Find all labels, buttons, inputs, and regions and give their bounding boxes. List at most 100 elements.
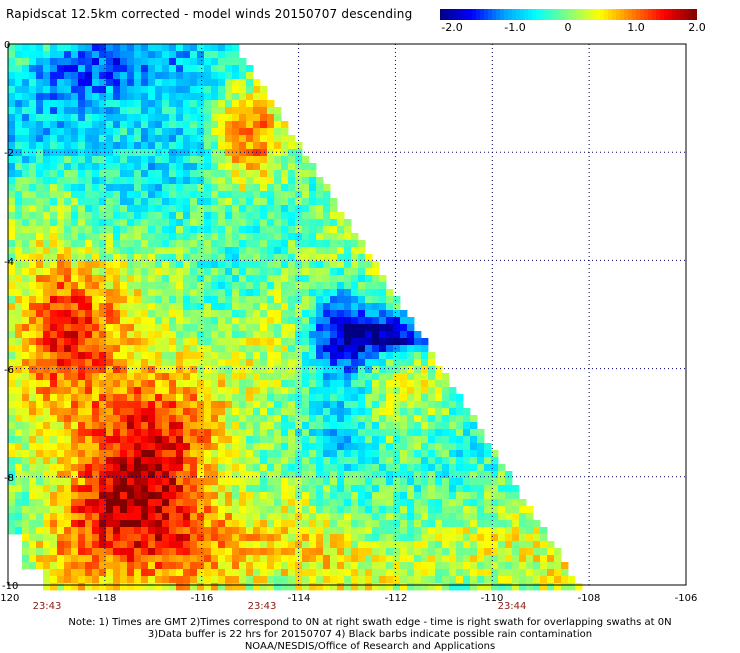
grid-cell <box>22 310 30 318</box>
grid-cell <box>498 478 506 486</box>
grid-cell <box>99 65 107 73</box>
grid-cell <box>414 394 422 402</box>
grid-cell <box>8 415 16 423</box>
grid-cell <box>239 450 247 458</box>
grid-cell <box>344 247 352 255</box>
grid-cell <box>64 415 72 423</box>
grid-cell <box>330 534 338 542</box>
grid-cell <box>197 282 205 290</box>
grid-cell <box>71 562 79 570</box>
grid-cell <box>211 401 219 409</box>
grid-cell <box>155 254 163 262</box>
grid-cell <box>302 212 310 220</box>
grid-cell <box>113 226 121 234</box>
grid-cell <box>344 429 352 437</box>
grid-cell <box>183 100 191 108</box>
grid-cell <box>330 401 338 409</box>
grid-cell <box>113 492 121 500</box>
grid-cell <box>386 555 394 563</box>
grid-cell <box>323 429 331 437</box>
grid-cell <box>57 359 65 367</box>
grid-cell <box>120 142 128 150</box>
grid-cell <box>400 366 408 374</box>
grid-cell <box>155 303 163 311</box>
grid-cell <box>204 93 212 101</box>
grid-cell <box>337 282 345 290</box>
grid-cell <box>246 261 254 269</box>
grid-cell <box>232 583 240 591</box>
grid-cell <box>414 457 422 465</box>
grid-cell <box>421 408 429 416</box>
grid-cell <box>561 576 569 584</box>
grid-cell <box>8 513 16 521</box>
grid-cell <box>127 359 135 367</box>
grid-cell <box>337 338 345 346</box>
grid-cell <box>330 492 338 500</box>
grid-cell <box>547 576 555 584</box>
grid-cell <box>176 457 184 465</box>
grid-cell <box>162 317 170 325</box>
grid-cell <box>407 352 415 360</box>
grid-cell <box>183 114 191 122</box>
grid-cell <box>414 534 422 542</box>
grid-cell <box>225 142 233 150</box>
grid-cell <box>246 156 254 164</box>
grid-cell <box>281 268 289 276</box>
grid-cell <box>36 212 44 220</box>
grid-cell <box>316 387 324 395</box>
grid-cell <box>379 415 387 423</box>
grid-cell <box>92 170 100 178</box>
grid-cell <box>64 331 72 339</box>
grid-cell <box>71 296 79 304</box>
grid-cell <box>393 352 401 360</box>
grid-cell <box>155 142 163 150</box>
grid-cell <box>218 79 226 87</box>
grid-cell <box>421 541 429 549</box>
grid-cell <box>267 359 275 367</box>
grid-cell <box>183 555 191 563</box>
grid-cell <box>22 261 30 269</box>
grid-cell <box>365 464 373 472</box>
grid-cell <box>92 149 100 157</box>
grid-cell <box>393 415 401 423</box>
grid-cell <box>449 583 457 591</box>
grid-cell <box>176 380 184 388</box>
grid-cell <box>309 205 317 213</box>
grid-cell <box>8 114 16 122</box>
grid-cell <box>414 569 422 577</box>
grid-cell <box>421 499 429 507</box>
grid-cell <box>36 156 44 164</box>
grid-cell <box>232 198 240 206</box>
grid-cell <box>197 114 205 122</box>
grid-cell <box>239 527 247 535</box>
grid-cell <box>218 324 226 332</box>
grid-cell <box>246 114 254 122</box>
grid-cell <box>120 317 128 325</box>
grid-cell <box>253 415 261 423</box>
grid-cell <box>204 401 212 409</box>
grid-cell <box>288 555 296 563</box>
grid-cell <box>85 247 93 255</box>
grid-cell <box>183 380 191 388</box>
grid-cell <box>148 58 156 66</box>
grid-cell <box>190 387 198 395</box>
grid-cell <box>92 100 100 108</box>
grid-cell <box>176 212 184 220</box>
grid-cell <box>323 499 331 507</box>
grid-cell <box>379 562 387 570</box>
grid-cell <box>176 464 184 472</box>
grid-cell <box>316 492 324 500</box>
grid-cell <box>43 296 51 304</box>
grid-cell <box>197 289 205 297</box>
grid-cell <box>239 100 247 108</box>
grid-cell <box>232 240 240 248</box>
grid-cell <box>71 583 79 591</box>
grid-cell <box>351 541 359 549</box>
grid-cell <box>281 485 289 493</box>
grid-cell <box>120 513 128 521</box>
grid-cell <box>106 233 114 241</box>
grid-cell <box>99 58 107 66</box>
grid-cell <box>43 212 51 220</box>
grid-cell <box>239 499 247 507</box>
grid-cell <box>127 471 135 479</box>
